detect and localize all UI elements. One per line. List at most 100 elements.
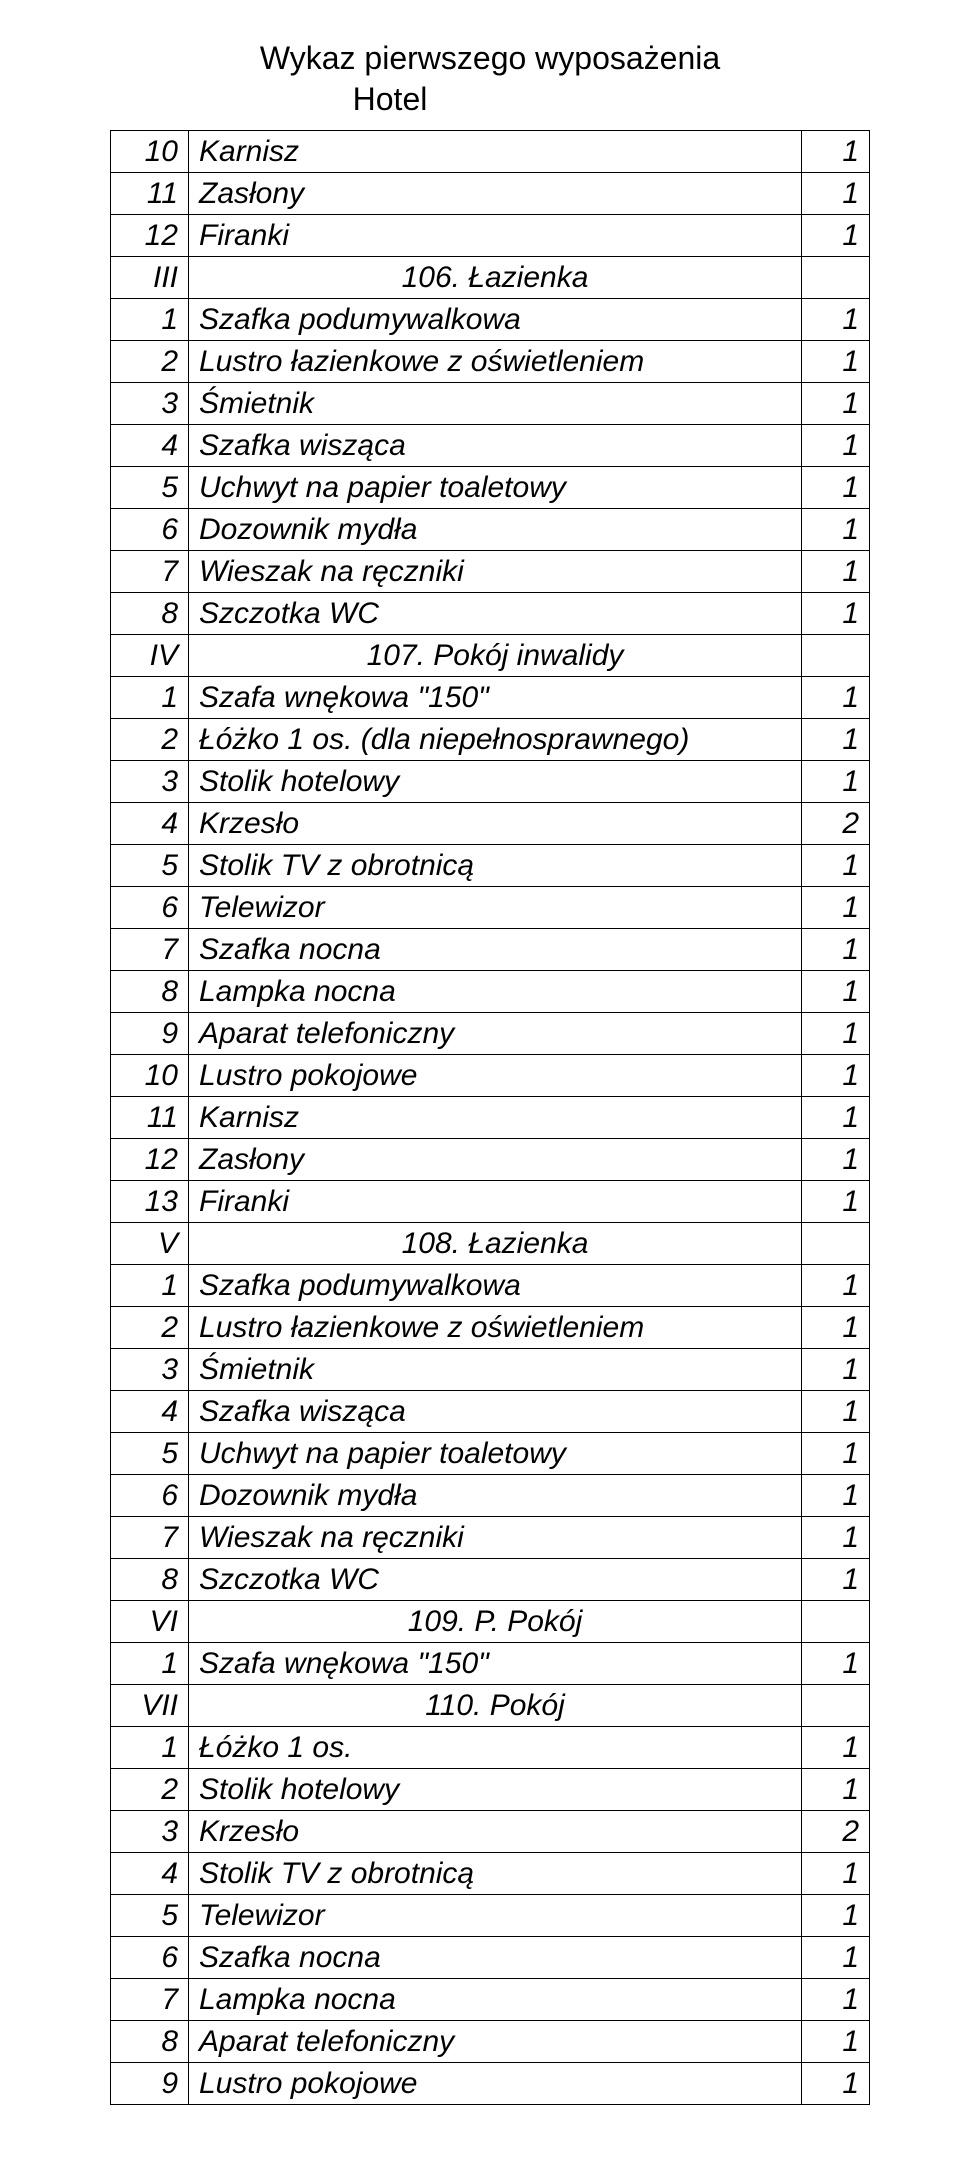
item-qty: 1 [802, 1769, 870, 1811]
item-name: Łóżko 1 os. [189, 1727, 802, 1769]
row-number: 12 [111, 1139, 189, 1181]
table-row: 4Krzesło2 [111, 803, 870, 845]
item-name: Szafa wnękowa "150" [189, 677, 802, 719]
row-number: 7 [111, 929, 189, 971]
table-row: 3Śmietnik1 [111, 383, 870, 425]
item-qty: 1 [802, 2021, 870, 2063]
item-qty: 1 [802, 467, 870, 509]
item-qty [802, 635, 870, 677]
row-number: III [111, 257, 189, 299]
item-qty [802, 257, 870, 299]
table-row: IV107. Pokój inwalidy [111, 635, 870, 677]
table-row: VII110. Pokój [111, 1685, 870, 1727]
row-number: 8 [111, 2021, 189, 2063]
item-qty: 1 [802, 1643, 870, 1685]
row-number: 4 [111, 803, 189, 845]
table-row: 8Aparat telefoniczny1 [111, 2021, 870, 2063]
item-name: Lustro pokojowe [189, 2063, 802, 2105]
row-number: 1 [111, 1265, 189, 1307]
table-row: 7Lampka nocna1 [111, 1979, 870, 2021]
row-number: 9 [111, 1013, 189, 1055]
item-name: Szafa wnękowa "150" [189, 1643, 802, 1685]
item-qty: 1 [802, 1181, 870, 1223]
item-qty: 1 [802, 299, 870, 341]
table-row: 1Szafa wnękowa "150"1 [111, 1643, 870, 1685]
table-row: 4Szafka wisząca1 [111, 1391, 870, 1433]
section-heading: 109. P. Pokój [189, 1601, 802, 1643]
table-row: 5Telewizor1 [111, 1895, 870, 1937]
row-number: 1 [111, 677, 189, 719]
item-name: Dozownik mydła [189, 1475, 802, 1517]
table-row: 6Szafka nocna1 [111, 1937, 870, 1979]
item-qty: 1 [802, 1391, 870, 1433]
item-qty: 1 [802, 593, 870, 635]
item-qty [802, 1685, 870, 1727]
item-name: Karnisz [189, 131, 802, 173]
table-row: 2Stolik hotelowy1 [111, 1769, 870, 1811]
item-name: Śmietnik [189, 1349, 802, 1391]
table-row: 6Dozownik mydła1 [111, 509, 870, 551]
item-qty: 1 [802, 1853, 870, 1895]
table-row: 8Szczotka WC1 [111, 1559, 870, 1601]
table-row: 5Uchwyt na papier toaletowy1 [111, 467, 870, 509]
row-number: V [111, 1223, 189, 1265]
item-name: Stolik TV z obrotnicą [189, 845, 802, 887]
item-name: Telewizor [189, 887, 802, 929]
item-qty: 1 [802, 383, 870, 425]
table-row: VI109. P. Pokój [111, 1601, 870, 1643]
item-qty: 1 [802, 1937, 870, 1979]
item-qty: 1 [802, 719, 870, 761]
table-row: 10Lustro pokojowe1 [111, 1055, 870, 1097]
row-number: 4 [111, 1391, 189, 1433]
item-qty: 1 [802, 761, 870, 803]
section-heading: 110. Pokój [189, 1685, 802, 1727]
item-name: Szafka nocna [189, 1937, 802, 1979]
item-qty: 1 [802, 1307, 870, 1349]
section-heading: 108. Łazienka [189, 1223, 802, 1265]
row-number: 6 [111, 887, 189, 929]
item-qty: 1 [802, 1979, 870, 2021]
item-name: Lustro pokojowe [189, 1055, 802, 1097]
table-row: 7Szafka nocna1 [111, 929, 870, 971]
item-name: Aparat telefoniczny [189, 2021, 802, 2063]
table-row: 2Łóżko 1 os. (dla niepełnosprawnego)1 [111, 719, 870, 761]
row-number: 6 [111, 1937, 189, 1979]
item-qty: 1 [802, 887, 870, 929]
table-row: 5Uchwyt na papier toaletowy1 [111, 1433, 870, 1475]
item-name: Firanki [189, 215, 802, 257]
item-qty: 1 [802, 1433, 870, 1475]
table-row: 11Zasłony1 [111, 173, 870, 215]
row-number: 1 [111, 1643, 189, 1685]
table-row: 11Karnisz1 [111, 1097, 870, 1139]
doc-subtitle: Hotel [110, 81, 870, 118]
item-qty: 1 [802, 1559, 870, 1601]
row-number: 1 [111, 299, 189, 341]
item-name: Lustro łazienkowe z oświetleniem [189, 1307, 802, 1349]
item-qty: 1 [802, 1349, 870, 1391]
row-number: 4 [111, 425, 189, 467]
item-name: Stolik TV z obrotnicą [189, 1853, 802, 1895]
table-row: 9Aparat telefoniczny1 [111, 1013, 870, 1055]
row-number: 12 [111, 215, 189, 257]
inventory-table: 10Karnisz111Zasłony112Firanki1III106. Ła… [110, 130, 870, 2105]
item-qty: 1 [802, 845, 870, 887]
item-name: Krzesło [189, 803, 802, 845]
row-number: 6 [111, 509, 189, 551]
item-qty: 1 [802, 425, 870, 467]
item-qty: 1 [802, 971, 870, 1013]
item-qty: 1 [802, 215, 870, 257]
row-number: 1 [111, 1727, 189, 1769]
table-row: 8Szczotka WC1 [111, 593, 870, 635]
section-heading: 107. Pokój inwalidy [189, 635, 802, 677]
row-number: 13 [111, 1181, 189, 1223]
table-row: 5Stolik TV z obrotnicą1 [111, 845, 870, 887]
item-name: Zasłony [189, 1139, 802, 1181]
item-name: Łóżko 1 os. (dla niepełnosprawnego) [189, 719, 802, 761]
item-name: Wieszak na ręczniki [189, 1517, 802, 1559]
row-number: 2 [111, 1769, 189, 1811]
row-number: 2 [111, 341, 189, 383]
table-row: 3Krzesło2 [111, 1811, 870, 1853]
item-qty: 1 [802, 1727, 870, 1769]
row-number: 11 [111, 173, 189, 215]
item-qty: 2 [802, 803, 870, 845]
